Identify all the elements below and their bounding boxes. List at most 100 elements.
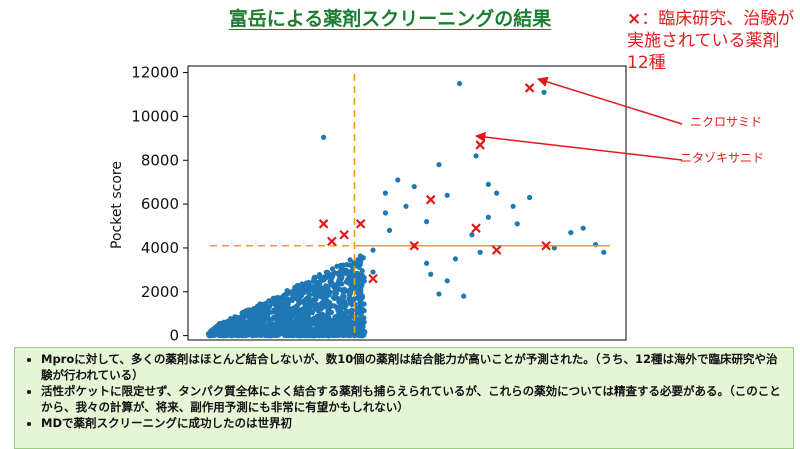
y-tick-label: 10000 — [131, 107, 179, 125]
data-point — [444, 192, 450, 198]
data-point — [346, 292, 353, 298]
highlight-x-marker — [409, 240, 420, 251]
data-point — [452, 256, 459, 262]
data-point — [277, 298, 283, 304]
data-point — [386, 227, 393, 233]
data-point — [339, 265, 345, 272]
data-point — [283, 313, 290, 319]
data-point — [343, 330, 349, 336]
data-point — [311, 291, 317, 298]
data-point — [359, 268, 365, 274]
highlight-x-marker — [318, 219, 329, 229]
data-point — [315, 286, 321, 293]
data-point — [232, 324, 239, 330]
data-point — [300, 298, 307, 305]
data-point — [292, 311, 298, 317]
data-point — [444, 278, 450, 284]
data-point — [213, 329, 219, 335]
arrow-nitazoxanide — [474, 131, 683, 161]
data-point — [252, 326, 258, 332]
data-point — [267, 332, 274, 338]
data-point — [477, 249, 483, 255]
data-point — [319, 300, 325, 306]
finding-2: 活性ポケットに限定せず、タンパク質全体によく結合する薬剤も捕らえられているが、こ… — [41, 383, 785, 415]
data-point — [319, 288, 325, 294]
highlight-x-marker — [355, 219, 366, 229]
data-point — [276, 305, 282, 311]
data-point — [382, 210, 388, 216]
data-point — [274, 321, 281, 327]
data-point — [306, 288, 313, 294]
note-text: ：臨床研究、治験が実施されている薬剤12種 — [627, 9, 795, 73]
data-point — [346, 262, 352, 268]
data-point — [357, 304, 363, 310]
data-point — [261, 306, 267, 313]
data-point — [469, 232, 475, 238]
data-point — [356, 333, 362, 339]
data-point — [485, 214, 491, 220]
data-point — [285, 320, 291, 326]
data-point — [295, 306, 301, 312]
data-point — [335, 322, 341, 328]
data-point — [320, 316, 326, 323]
data-point — [238, 319, 244, 325]
data-point — [355, 294, 361, 301]
data-point — [306, 332, 312, 339]
data-point — [321, 134, 327, 140]
data-point — [242, 308, 249, 314]
data-point — [336, 299, 342, 305]
data-point — [424, 219, 430, 225]
threshold-lines — [210, 74, 610, 336]
finding-1: Mproに対して、多くの薬剤はほとんど結合しないが、数10個の薬剤は結合能力が高… — [41, 351, 785, 383]
data-point — [485, 181, 491, 187]
data-point — [296, 294, 303, 300]
plot-area-frame — [187, 65, 627, 341]
data-point — [341, 293, 347, 300]
y-tick-label: 6000 — [141, 195, 179, 213]
data-point — [510, 203, 516, 209]
highlighted-points — [318, 83, 551, 284]
data-point — [324, 269, 331, 275]
data-point — [300, 288, 306, 295]
data-point — [354, 323, 360, 329]
data-point — [294, 332, 300, 339]
data-point — [323, 283, 329, 289]
arrow-niclosamide — [536, 76, 683, 125]
callout-niclosamide: ニクロサミド — [690, 115, 763, 129]
data-point — [233, 332, 240, 338]
data-point — [354, 286, 360, 292]
data-point — [424, 260, 430, 266]
data-point — [271, 314, 277, 320]
data-point — [541, 89, 547, 95]
data-point — [359, 328, 365, 335]
data-point — [347, 257, 353, 263]
data-point — [356, 264, 362, 270]
data-point — [324, 303, 330, 309]
data-point — [246, 313, 252, 319]
data-point — [266, 304, 273, 310]
data-point — [326, 333, 332, 339]
data-point — [356, 277, 362, 283]
data-point — [358, 324, 364, 331]
data-point — [304, 303, 310, 309]
data-point — [343, 279, 349, 285]
data-point — [395, 177, 401, 183]
data-point — [580, 225, 586, 231]
data-point — [315, 292, 321, 298]
highlight-x-marker — [471, 223, 481, 233]
data-point — [318, 278, 325, 284]
data-point — [313, 315, 319, 321]
data-point — [260, 301, 266, 307]
data-point — [332, 291, 338, 297]
data-point — [305, 316, 312, 322]
data-point — [312, 274, 318, 281]
data-point — [411, 183, 417, 190]
data-point — [346, 316, 352, 322]
data-point — [316, 332, 322, 338]
data-point — [326, 314, 332, 320]
data-point — [295, 301, 302, 307]
data-point — [308, 326, 314, 332]
data-point — [436, 162, 442, 168]
data-point — [328, 273, 334, 280]
